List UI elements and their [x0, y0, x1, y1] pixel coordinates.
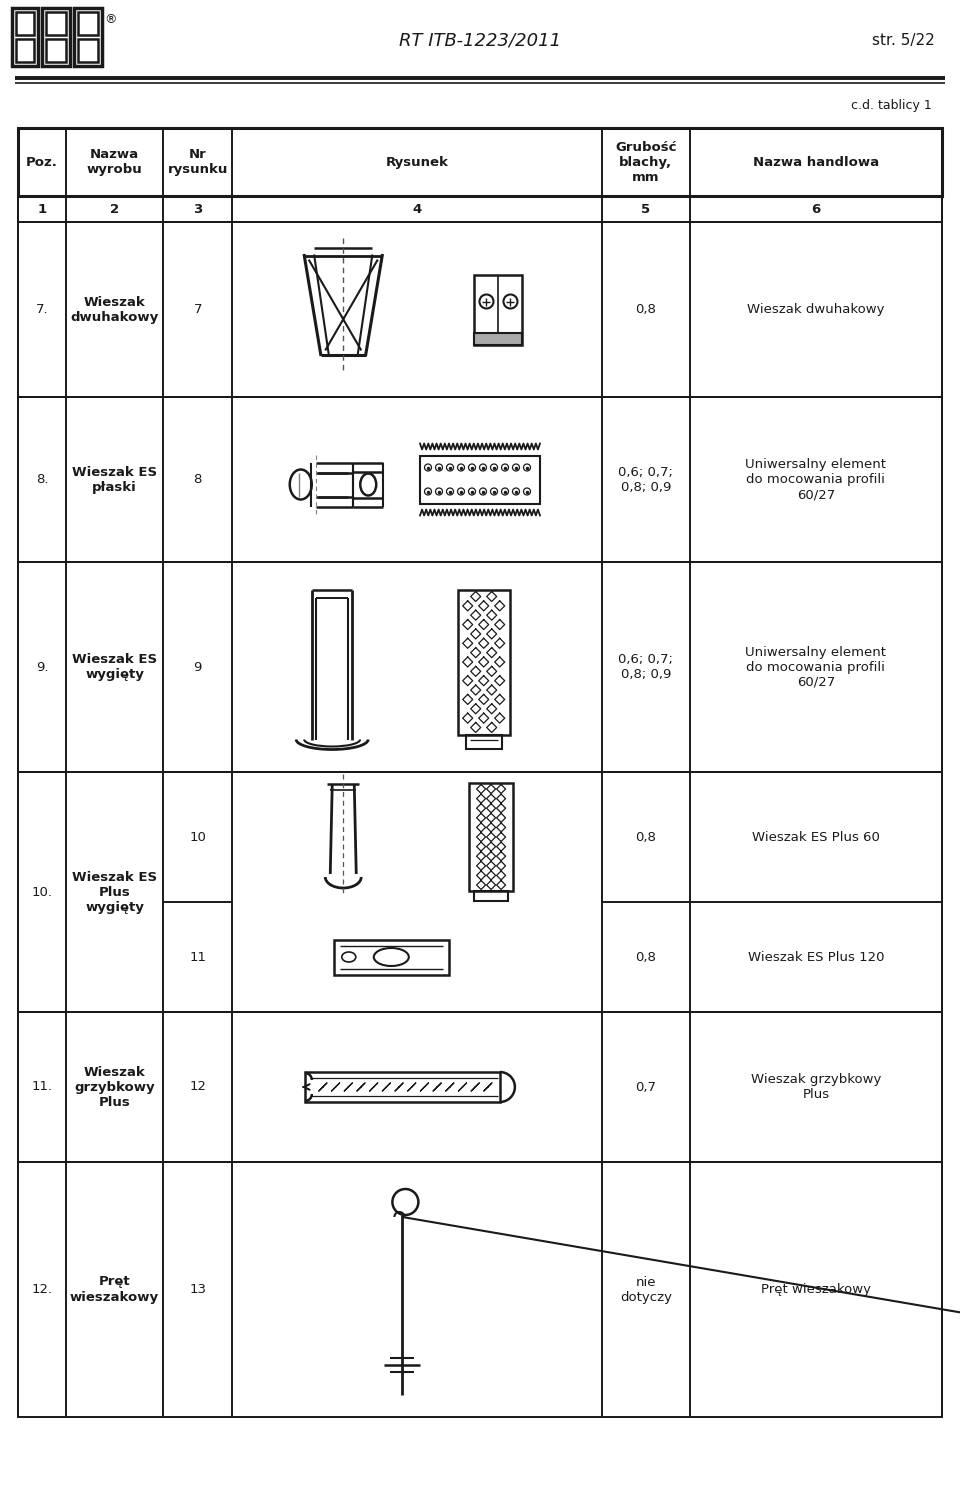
Text: 0,6; 0,7;
0,8; 0,9: 0,6; 0,7; 0,8; 0,9: [618, 466, 673, 493]
Bar: [12, 7, 38, 66]
Bar: [458, 589, 510, 735]
Text: 9.: 9.: [36, 661, 48, 673]
Text: 0,7: 0,7: [636, 1081, 657, 1093]
Text: 9: 9: [194, 661, 202, 673]
Text: 0,8: 0,8: [636, 830, 657, 844]
Bar: [474, 890, 508, 901]
Text: str. 5/22: str. 5/22: [873, 33, 935, 48]
Text: Uniwersalny element
do mocowania profili
60/27: Uniwersalny element do mocowania profili…: [745, 459, 886, 501]
Bar: [474, 274, 522, 345]
Text: Rysunek: Rysunek: [386, 156, 448, 168]
Text: 10: 10: [189, 830, 206, 844]
Text: 3: 3: [193, 202, 203, 216]
Bar: [18, 562, 942, 772]
Text: Wieszak ES Plus 120: Wieszak ES Plus 120: [748, 950, 884, 964]
Bar: [334, 940, 448, 974]
Text: Wieszak ES
wygięty: Wieszak ES wygięty: [72, 654, 157, 681]
Text: Uniwersalny element
do mocowania profili
60/27: Uniwersalny element do mocowania profili…: [745, 646, 886, 688]
Text: Nazwa
wyrobu: Nazwa wyrobu: [86, 148, 142, 175]
Text: 4: 4: [413, 202, 421, 216]
Bar: [18, 1162, 942, 1417]
Text: Wieszak dwuhakowy: Wieszak dwuhakowy: [747, 303, 884, 316]
Text: Pręt
wieszakowy: Pręt wieszakowy: [70, 1276, 159, 1304]
Text: 12: 12: [189, 1081, 206, 1093]
Text: 1: 1: [37, 202, 47, 216]
Text: 0,6; 0,7;
0,8; 0,9: 0,6; 0,7; 0,8; 0,9: [618, 654, 673, 681]
Bar: [466, 735, 502, 748]
Text: c.d. tablicy 1: c.d. tablicy 1: [852, 99, 932, 111]
Text: Nr
rysunku: Nr rysunku: [168, 148, 228, 175]
Text: Wieszak grzybkowy
Plus: Wieszak grzybkowy Plus: [751, 1073, 881, 1100]
Bar: [18, 127, 942, 196]
Text: Wieszak ES
Plus
wygięty: Wieszak ES Plus wygięty: [72, 871, 157, 913]
Bar: [74, 7, 102, 66]
Bar: [18, 1012, 942, 1162]
Bar: [78, 12, 98, 34]
Bar: [78, 39, 98, 61]
Text: 11: 11: [189, 950, 206, 964]
Text: 5: 5: [641, 202, 651, 216]
Text: 8: 8: [194, 474, 202, 486]
Text: ®: ®: [104, 13, 116, 25]
Text: 2: 2: [110, 202, 119, 216]
Bar: [46, 12, 66, 34]
Bar: [42, 7, 70, 66]
Text: 10.: 10.: [32, 886, 53, 898]
Text: 0,8: 0,8: [636, 303, 657, 316]
Bar: [18, 772, 942, 1012]
Bar: [18, 196, 942, 222]
Bar: [469, 782, 513, 890]
Text: Poz.: Poz.: [26, 156, 58, 168]
Bar: [16, 39, 34, 61]
Text: 7: 7: [194, 303, 202, 316]
Text: 8.: 8.: [36, 474, 48, 486]
Text: Grubość
blachy,
mm: Grubość blachy, mm: [615, 141, 677, 183]
Text: 11.: 11.: [32, 1081, 53, 1093]
Text: 12.: 12.: [32, 1283, 53, 1297]
Text: Pręt wieszakowy: Pręt wieszakowy: [761, 1283, 871, 1297]
Bar: [18, 222, 942, 397]
Text: Wieszak ES
płaski: Wieszak ES płaski: [72, 466, 157, 493]
Bar: [46, 39, 66, 61]
Text: Wieszak ES Plus 60: Wieszak ES Plus 60: [752, 830, 879, 844]
Text: Wieszak
grzybkowy
Plus: Wieszak grzybkowy Plus: [74, 1066, 155, 1108]
Text: 0,8: 0,8: [636, 950, 657, 964]
Text: Nazwa handlowa: Nazwa handlowa: [753, 156, 879, 168]
Text: nie
dotyczy: nie dotyczy: [620, 1276, 672, 1304]
Text: 7.: 7.: [36, 303, 48, 316]
Text: Wieszak
dwuhakowy: Wieszak dwuhakowy: [70, 295, 158, 324]
Text: 6: 6: [811, 202, 821, 216]
Bar: [420, 456, 540, 504]
Text: RT ITB-1223/2011: RT ITB-1223/2011: [399, 31, 561, 49]
Bar: [474, 333, 522, 345]
Bar: [305, 1072, 500, 1102]
Bar: [18, 397, 942, 562]
Bar: [16, 12, 34, 34]
Text: 13: 13: [189, 1283, 206, 1297]
